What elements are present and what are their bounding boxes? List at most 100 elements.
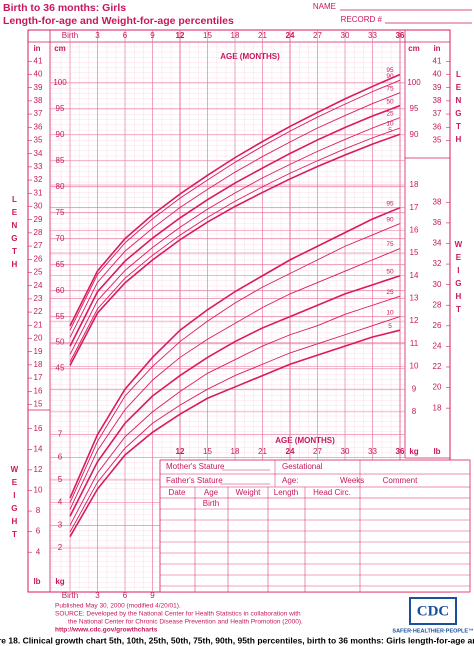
y2-tick-label: 14 <box>34 444 43 453</box>
y-tick-label: 10 <box>410 362 419 371</box>
y-tick-label: 14 <box>410 271 419 280</box>
y-tick-label: 80 <box>56 182 65 191</box>
y-tick-label: 90 <box>410 130 419 139</box>
x-tick-label: 33 <box>368 447 377 456</box>
y2-tick-label: 8 <box>36 506 41 515</box>
y-tick-label: 75 <box>56 208 65 217</box>
y-tick-label: 13 <box>410 294 419 303</box>
y2-tick-label: 39 <box>433 83 442 92</box>
percentile-curve <box>69 329 401 538</box>
y2-tick-label: 6 <box>36 527 41 536</box>
y2-tick-label: 20 <box>433 383 442 392</box>
y2-tick-label: 33 <box>34 162 43 171</box>
y-tick-label: 65 <box>56 260 65 269</box>
y-tick-label: 60 <box>56 286 65 295</box>
unit-label: lb <box>433 447 440 456</box>
y2-tick-label: 36 <box>34 122 43 131</box>
x-tick-label: 3 <box>95 591 100 600</box>
percentile-curve <box>69 73 401 327</box>
y-tick-label: 8 <box>412 407 417 416</box>
subtitle: Length-for-age and Weight-for-age percen… <box>3 15 234 27</box>
x-tick-label: 6 <box>123 591 128 600</box>
y-tick-label: 3 <box>58 520 63 529</box>
x-tick-label: 12 <box>176 447 185 456</box>
percentile-curve <box>69 248 401 510</box>
form-label: Age: <box>282 476 298 485</box>
x-tick-label: Birth <box>62 591 78 600</box>
y2-tick-label: 22 <box>433 362 442 371</box>
y-tick-label: 100 <box>53 78 67 87</box>
y2-tick-label: 32 <box>433 259 442 268</box>
y-tick-label: 2 <box>58 543 63 552</box>
form-cell: Birth <box>203 499 219 508</box>
y2-tick-label: 38 <box>433 197 442 206</box>
unit-label: kg <box>409 447 418 456</box>
y-axis-title: LENGTH <box>454 70 463 148</box>
x-axis-title: AGE (MONTHS) <box>220 52 280 61</box>
percentile-curve <box>69 104 401 347</box>
x-tick-label: 9 <box>150 591 155 600</box>
legend-label: 50 <box>386 98 394 105</box>
y-tick-label: 9 <box>412 384 417 393</box>
caption: re 18. Clinical growth chart 5th, 10th, … <box>0 635 474 645</box>
y-tick-label: 100 <box>407 78 421 87</box>
x-tick-label: 33 <box>368 31 377 40</box>
unit-label: cm <box>54 44 66 53</box>
logo: CDC <box>417 603 450 619</box>
unit-label: cm <box>408 44 420 53</box>
y2-tick-label: 17 <box>34 373 43 382</box>
y2-tick-label: 37 <box>433 109 442 118</box>
x-axis-title: AGE (MONTHS) <box>275 436 335 445</box>
y2-tick-label: 23 <box>34 294 43 303</box>
x-tick-label: 24 <box>286 31 295 40</box>
y-tick-label: 50 <box>56 338 65 347</box>
x-tick-label: 3 <box>95 31 100 40</box>
x-tick-label: 18 <box>231 31 240 40</box>
y-tick-label: 18 <box>410 180 419 189</box>
percentile-curve <box>69 316 401 533</box>
y2-tick-label: 21 <box>34 320 43 329</box>
x-tick-label: 15 <box>203 31 212 40</box>
x-tick-label: 27 <box>313 447 322 456</box>
legend-label: 95 <box>386 200 394 207</box>
y-axis-title: LENGTH <box>10 195 19 273</box>
legend-label: 25 <box>386 110 394 117</box>
x-tick-label: 21 <box>258 447 267 456</box>
y-tick-label: 70 <box>56 234 65 243</box>
y2-tick-label: 18 <box>433 403 442 412</box>
footer-text: SOURCE: Developed by the National Center… <box>55 611 301 618</box>
percentile-curve <box>69 295 401 526</box>
legend-label: 75 <box>386 85 394 92</box>
x-tick-label: 9 <box>150 31 155 40</box>
y2-tick-label: 27 <box>34 241 43 250</box>
y-tick-label: 55 <box>56 312 65 321</box>
percentile-curve <box>69 117 401 355</box>
x-tick-label: Birth <box>62 31 78 40</box>
column-header: Length <box>274 488 298 497</box>
unit-label: lb <box>33 577 40 586</box>
unit-label: in <box>33 44 40 53</box>
y2-tick-label: 40 <box>433 70 442 79</box>
tagline: SAFER·HEALTHIER·PEOPLE™ <box>392 628 473 634</box>
percentile-curve <box>69 92 401 338</box>
x-tick-label: 36 <box>396 447 405 456</box>
form-box <box>159 459 471 593</box>
percentile-curve <box>69 223 401 503</box>
legend-label: 10 <box>386 309 394 316</box>
form-label: Father's Stature <box>166 476 223 485</box>
form-label: Gestational <box>282 462 323 471</box>
form: Mother's Stature Gestational Father's St… <box>159 459 471 593</box>
unit-label: kg <box>55 577 64 586</box>
legend-label: 95 <box>386 67 394 74</box>
legend-label: 90 <box>386 73 394 80</box>
y-axis-title: WEIGHT <box>454 240 463 318</box>
y2-tick-label: 28 <box>34 228 43 237</box>
y2-tick-label: 25 <box>34 268 43 277</box>
form-rows <box>160 508 470 587</box>
y2-tick-label: 26 <box>433 321 442 330</box>
percentile-curve <box>69 274 401 517</box>
y2-tick-label: 18 <box>34 360 43 369</box>
record-label: RECORD # <box>341 15 383 24</box>
y2-tick-label: 40 <box>34 70 43 79</box>
